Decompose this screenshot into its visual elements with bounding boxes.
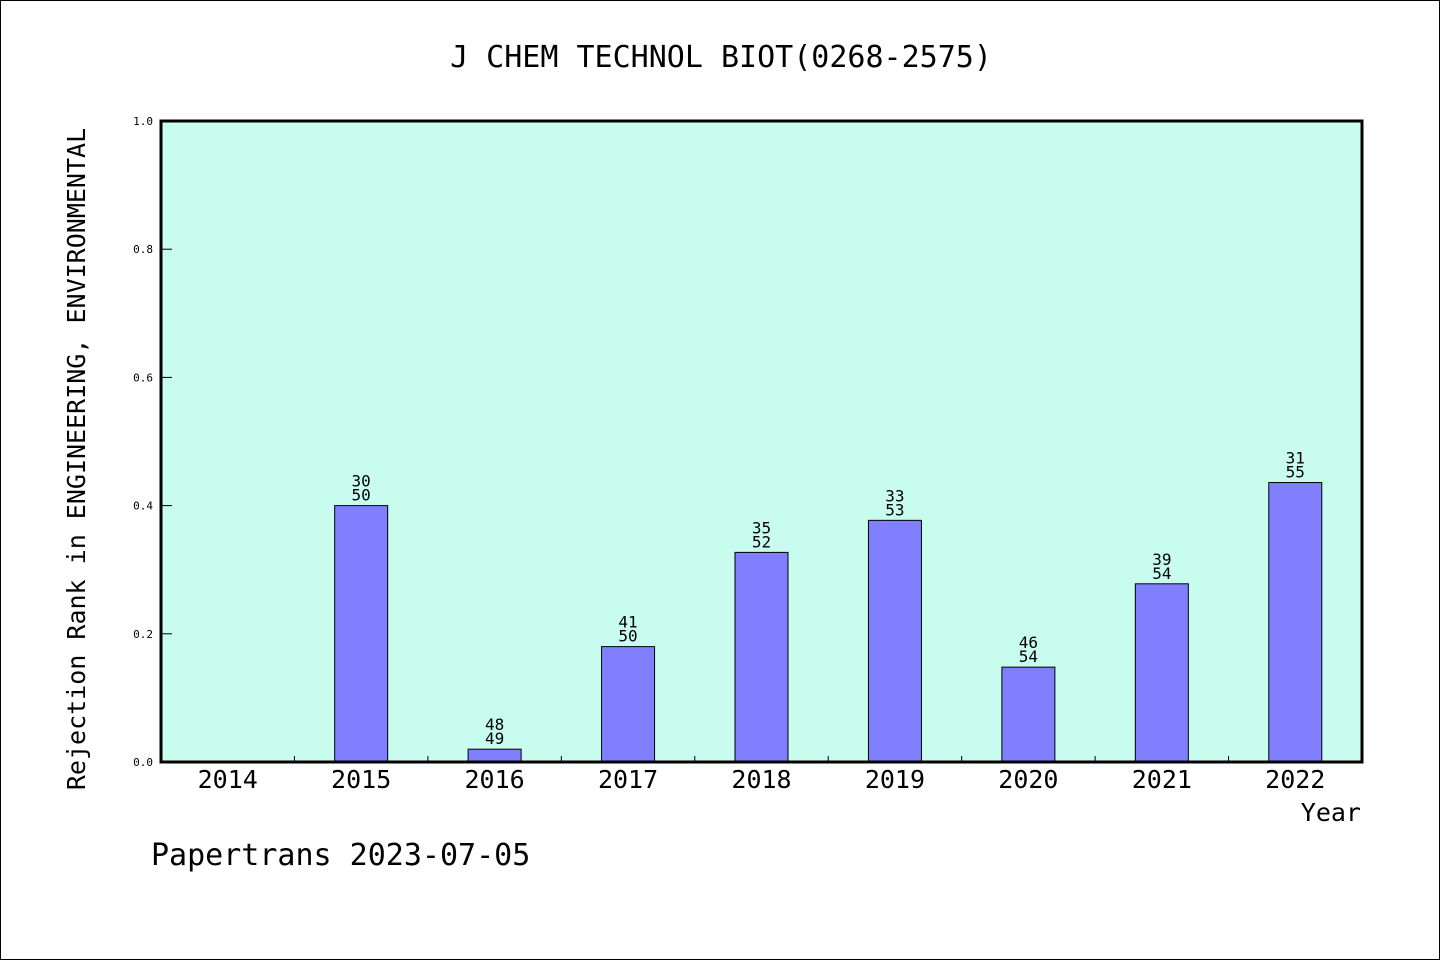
bar-label-top-2019: 33 xyxy=(885,486,904,505)
x-tick-labels: 2014 2015 2016 2017 2018 2019 2020 2021 2022 xyxy=(198,765,1326,794)
y-axis-label: Rejection Rank in ENGINEERING, ENVIRONME… xyxy=(62,128,91,790)
chart-title: J CHEM TECHNOL BIOT(0268-2575) xyxy=(450,40,992,75)
bar-label-top-2022: 31 xyxy=(1286,449,1305,468)
bar-label-bottom-2018: 52 xyxy=(752,532,771,551)
bar-label-top-2015: 30 xyxy=(352,472,371,491)
x-tick-label-2022: 2022 xyxy=(1265,765,1325,794)
bar-label-top-2021: 39 xyxy=(1152,550,1171,569)
x-tick-label-2019: 2019 xyxy=(865,765,925,794)
bar-label-bottom-2021: 54 xyxy=(1152,564,1171,583)
bar-label-top-2017: 41 xyxy=(618,613,637,632)
y-tick-label: 1.0 xyxy=(133,115,153,128)
bar-label-top-2016: 48 xyxy=(485,715,504,734)
bar-label-bottom-2022: 55 xyxy=(1286,463,1305,482)
x-tick-label-2020: 2020 xyxy=(998,765,1058,794)
bars-group xyxy=(334,482,1323,763)
y-tick-label: 0.8 xyxy=(133,243,153,256)
bar-label-bottom-2016: 49 xyxy=(485,729,504,748)
bar-label-top-2018: 35 xyxy=(752,518,771,537)
x-tick-label-2016: 2016 xyxy=(465,765,525,794)
bar-2022 xyxy=(1268,482,1323,763)
y-tick-label: 0.0 xyxy=(133,756,153,769)
bar-label-bottom-2019: 53 xyxy=(885,500,904,519)
x-tick-label-2018: 2018 xyxy=(731,765,791,794)
bar-label-bottom-2015: 50 xyxy=(352,486,371,505)
y-tick-label: 0.6 xyxy=(133,371,153,384)
bar-2019 xyxy=(867,519,922,763)
bar-label-bottom-2020: 54 xyxy=(1019,647,1038,666)
x-axis-label: Year xyxy=(1301,798,1361,827)
plot-border xyxy=(159,119,1364,764)
bar-label-bottom-2017: 50 xyxy=(618,627,637,646)
bar-2017 xyxy=(601,646,656,763)
bar-2018 xyxy=(734,551,789,763)
bar-2015 xyxy=(334,505,389,763)
bar-2021 xyxy=(1134,583,1189,763)
x-tick-label-2015: 2015 xyxy=(331,765,391,794)
y-tick-label: 0.4 xyxy=(133,500,153,513)
x-tick-label-2017: 2017 xyxy=(598,765,658,794)
x-tick-label-2021: 2021 xyxy=(1132,765,1192,794)
y-tick-label: 0.2 xyxy=(133,628,153,641)
x-tick-label-2014: 2014 xyxy=(198,765,258,794)
bar-label-top-2020: 46 xyxy=(1019,633,1038,652)
footer-text: Papertrans 2023-07-05 xyxy=(151,838,530,873)
bar-2020 xyxy=(1001,666,1056,763)
bar-2016 xyxy=(467,748,522,763)
